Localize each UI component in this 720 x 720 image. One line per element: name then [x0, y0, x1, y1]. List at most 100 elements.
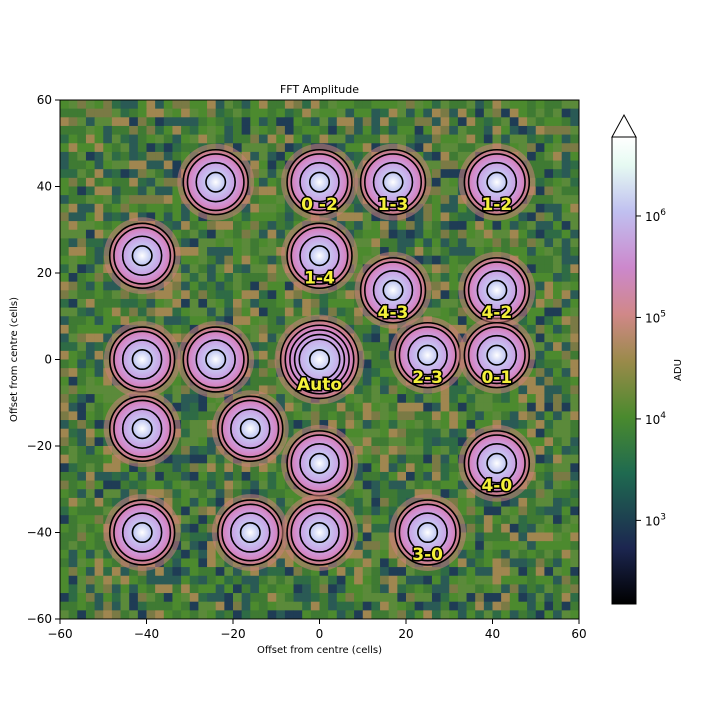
- noise-cell: [431, 593, 441, 602]
- noise-cell: [570, 134, 579, 144]
- noise-cell: [518, 117, 528, 127]
- noise-cell: [509, 593, 519, 602]
- contour-ring: [299, 443, 340, 484]
- noise-cell: [85, 264, 95, 274]
- noise-cell: [172, 169, 182, 179]
- noise-cell: [111, 169, 121, 179]
- noise-cell: [535, 324, 545, 334]
- noise-cell: [77, 273, 87, 282]
- noise-cell: [189, 117, 199, 127]
- noise-cell: [267, 298, 277, 308]
- noise-cell: [457, 506, 467, 516]
- noise-cell: [233, 298, 242, 308]
- noise-cell: [414, 100, 424, 109]
- noise-cell: [111, 489, 121, 499]
- noise-cell: [431, 567, 441, 577]
- noise-cell: [163, 567, 173, 577]
- noise-cell: [570, 523, 579, 533]
- noise-cell: [561, 428, 571, 438]
- noise-cell: [103, 480, 113, 490]
- noise-cell: [518, 221, 528, 231]
- noise-cell: [518, 134, 528, 144]
- noise-cell: [207, 471, 216, 481]
- noise-cell: [85, 368, 95, 378]
- noise-cell: [302, 134, 312, 144]
- noise-cell: [527, 385, 537, 395]
- noise-cell: [250, 324, 260, 334]
- noise-cell: [189, 601, 199, 611]
- noise-cell: [380, 575, 389, 585]
- noise-cell: [181, 411, 191, 421]
- noise-cell: [103, 100, 113, 109]
- noise-cell: [103, 584, 113, 594]
- noise-cell: [380, 342, 389, 352]
- contour-ring: [467, 434, 526, 493]
- noise-cell: [544, 350, 554, 360]
- noise-cell: [146, 489, 156, 499]
- noise-cell: [276, 324, 286, 334]
- noise-cell: [111, 203, 121, 213]
- noise-cell: [302, 567, 312, 577]
- noise-cell: [146, 610, 156, 619]
- noise-cell: [371, 143, 381, 153]
- contour-ring: [372, 161, 414, 203]
- noise-cell: [328, 290, 338, 300]
- peak-label: 4-3: [378, 303, 409, 323]
- noise-cell: [483, 567, 493, 577]
- noise-cell: [60, 195, 69, 205]
- noise-cell: [449, 221, 459, 231]
- noise-cell: [224, 117, 234, 127]
- noise-cell: [544, 376, 554, 386]
- noise-cell: [354, 558, 364, 568]
- noise-cell: [68, 368, 78, 378]
- noise-cell: [561, 212, 571, 222]
- noise-cell: [345, 567, 355, 577]
- noise-cell: [215, 463, 225, 473]
- noise-cell: [561, 324, 571, 334]
- noise-cell: [302, 575, 312, 585]
- noise-cell: [137, 195, 147, 205]
- noise-cell: [440, 108, 450, 118]
- noise-cell: [380, 601, 389, 611]
- noise-cell: [233, 255, 242, 265]
- noise-cell: [181, 420, 191, 429]
- noise-cell: [535, 376, 545, 386]
- noise-cell: [388, 610, 398, 619]
- contour-ring: [372, 270, 414, 311]
- noise-cell: [449, 593, 459, 602]
- noise-cell: [397, 108, 407, 118]
- noise-cell: [189, 420, 199, 429]
- noise-cell: [449, 316, 459, 326]
- noise-cell: [475, 523, 485, 533]
- noise-cell: [431, 117, 441, 127]
- noise-cell: [77, 350, 87, 360]
- noise-cell: [371, 324, 381, 334]
- noise-cell: [85, 186, 95, 196]
- noise-cell: [319, 420, 329, 429]
- peak-blob: [395, 322, 461, 388]
- noise-cell: [527, 195, 537, 205]
- noise-cell: [527, 255, 537, 265]
- noise-cell: [406, 394, 415, 404]
- noise-cell: [241, 610, 251, 619]
- noise-cell: [423, 575, 433, 585]
- noise-cell: [250, 238, 260, 248]
- noise-cell: [60, 515, 69, 525]
- noise-cell: [258, 281, 268, 291]
- noise-cell: [284, 601, 294, 611]
- noise-cell: [362, 221, 372, 231]
- noise-cell: [345, 298, 355, 308]
- noise-cell: [94, 394, 104, 404]
- noise-cell: [120, 186, 130, 196]
- noise-cell: [527, 117, 537, 127]
- noise-cell: [527, 212, 537, 222]
- noise-cell: [85, 134, 95, 144]
- noise-cell: [172, 333, 182, 343]
- peak-blob: [183, 327, 249, 392]
- noise-cell: [570, 307, 579, 317]
- peak-blob: [109, 396, 175, 462]
- noise-cell: [85, 385, 95, 395]
- noise-cell: [431, 454, 441, 464]
- noise-cell: [406, 471, 415, 481]
- noise-cell: [293, 143, 303, 153]
